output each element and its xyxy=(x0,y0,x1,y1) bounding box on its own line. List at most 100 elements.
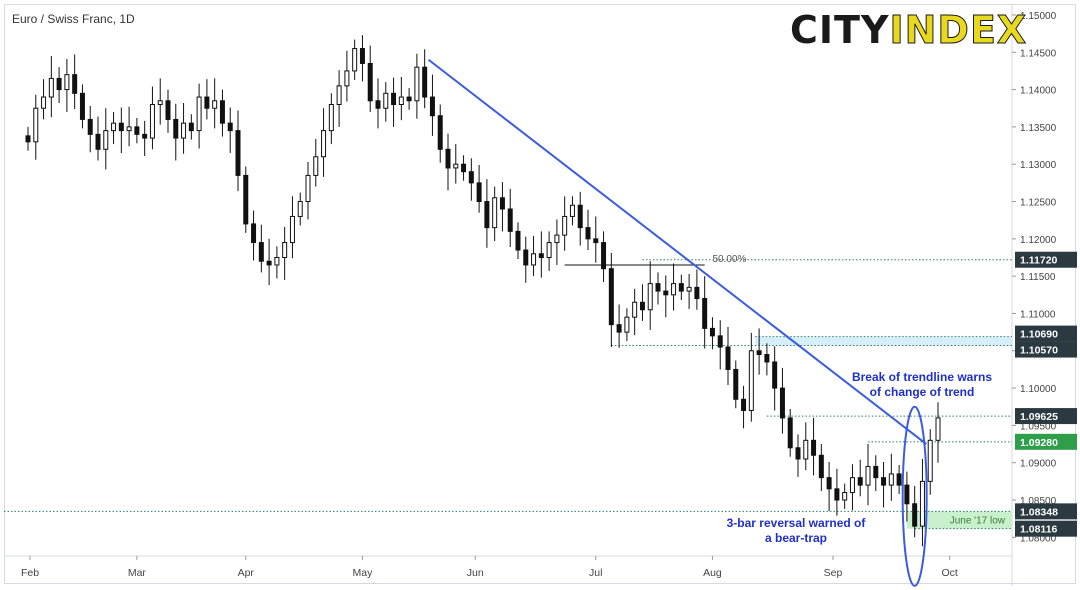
candle-body xyxy=(134,126,140,135)
candle-body xyxy=(896,473,902,486)
brand-part1: CITY xyxy=(790,8,890,52)
candle-body xyxy=(538,253,544,258)
candle-body xyxy=(251,223,257,244)
candle-body xyxy=(826,477,832,490)
candle-body xyxy=(569,204,575,217)
candle-body xyxy=(663,290,669,296)
candle-body xyxy=(616,324,622,333)
candle-body xyxy=(725,346,731,370)
candle-body xyxy=(398,96,404,106)
x-tick-label: Apr xyxy=(238,567,255,579)
candle-body xyxy=(927,439,933,482)
level-label-2: 1.10570 xyxy=(1020,345,1058,357)
candle-body xyxy=(577,204,583,229)
y-tick-label: 1.12000 xyxy=(1020,235,1057,246)
candle-body xyxy=(289,215,295,244)
candle-body xyxy=(694,286,700,300)
trendline xyxy=(427,58,927,445)
candle-body xyxy=(554,234,560,244)
candle-body xyxy=(103,130,109,150)
x-tick-label: May xyxy=(353,567,374,579)
candle-body xyxy=(142,133,148,139)
candle-body xyxy=(709,327,715,337)
candle-body xyxy=(834,488,840,501)
candle-body xyxy=(274,256,280,266)
candle-body xyxy=(499,197,505,210)
level-label-1: 1.10690 xyxy=(1020,329,1058,341)
y-tick-label: 1.10000 xyxy=(1020,384,1057,395)
candle-body xyxy=(779,387,785,419)
candle-body xyxy=(181,122,187,139)
candle-body xyxy=(733,368,739,400)
chart-title: Euro / Swiss Franc, 1D xyxy=(12,12,135,26)
candle-body xyxy=(64,74,70,91)
candle-body xyxy=(818,454,824,479)
y-tick-label: 1.11000 xyxy=(1020,309,1056,320)
x-tick-label: Sep xyxy=(824,567,843,579)
y-tick-label: 1.13500 xyxy=(1020,123,1057,134)
candle-body xyxy=(562,215,568,236)
candle-body xyxy=(165,100,171,120)
candle-body xyxy=(507,208,513,232)
x-tick-label: Jun xyxy=(467,567,484,579)
candle-body xyxy=(196,96,202,132)
candle-body xyxy=(476,182,482,203)
candles-group xyxy=(25,35,941,547)
candle-body xyxy=(919,480,925,527)
x-tick-label: Mar xyxy=(128,567,147,579)
candle-body xyxy=(321,130,327,158)
candle-body xyxy=(72,74,78,94)
candle-body xyxy=(748,350,754,411)
level-label-0: 1.11720 xyxy=(1020,255,1058,267)
level-label-5: 1.08348 xyxy=(1020,506,1058,518)
candle-body xyxy=(445,148,451,169)
reversal-ellipse xyxy=(901,405,928,587)
candle-body xyxy=(359,48,365,64)
june-low-band xyxy=(906,511,1012,529)
candle-body xyxy=(227,122,233,132)
candle-body xyxy=(811,439,817,456)
candle-body xyxy=(857,477,863,486)
candle-body xyxy=(33,107,39,143)
candle-body xyxy=(282,242,288,258)
x-tick-label: Aug xyxy=(703,567,722,579)
candle-body xyxy=(48,77,54,98)
annotation-1-line-2: of change of trend xyxy=(870,385,975,399)
candle-body xyxy=(803,439,809,460)
candle-body xyxy=(756,350,762,356)
candle-body xyxy=(873,465,879,479)
candle-body xyxy=(453,163,459,169)
candle-body xyxy=(352,48,358,72)
candle-body xyxy=(41,96,47,109)
candle-body xyxy=(624,316,630,333)
candle-body xyxy=(764,354,770,363)
annotation-2-line-2: a bear-trap xyxy=(765,531,827,545)
y-tick-label: 1.09000 xyxy=(1020,459,1057,470)
candle-body xyxy=(795,447,801,460)
candle-body xyxy=(935,417,941,441)
candle-body xyxy=(87,118,93,135)
candle-body xyxy=(717,335,723,348)
candle-body xyxy=(912,503,918,527)
candle-body xyxy=(391,92,397,106)
candle-body xyxy=(95,133,101,150)
candle-body xyxy=(849,477,855,494)
candle-body xyxy=(266,260,272,266)
y-tick-label: 1.11500 xyxy=(1020,272,1056,283)
candle-body xyxy=(235,130,241,176)
candle-body xyxy=(531,253,537,266)
candle-body xyxy=(585,227,591,240)
candle-body xyxy=(881,477,887,486)
candle-body xyxy=(149,104,155,139)
candle-body xyxy=(367,62,373,102)
candle-body xyxy=(258,242,264,262)
y-tick-label: 1.09500 xyxy=(1020,421,1057,432)
candle-body xyxy=(686,286,692,292)
x-tick-label: Feb xyxy=(21,567,39,579)
candle-body xyxy=(608,268,614,326)
x-tick-label: Oct xyxy=(941,567,957,579)
candle-body xyxy=(741,398,747,411)
candle-body xyxy=(546,242,552,258)
brand-part2: INDEX xyxy=(889,8,1028,53)
